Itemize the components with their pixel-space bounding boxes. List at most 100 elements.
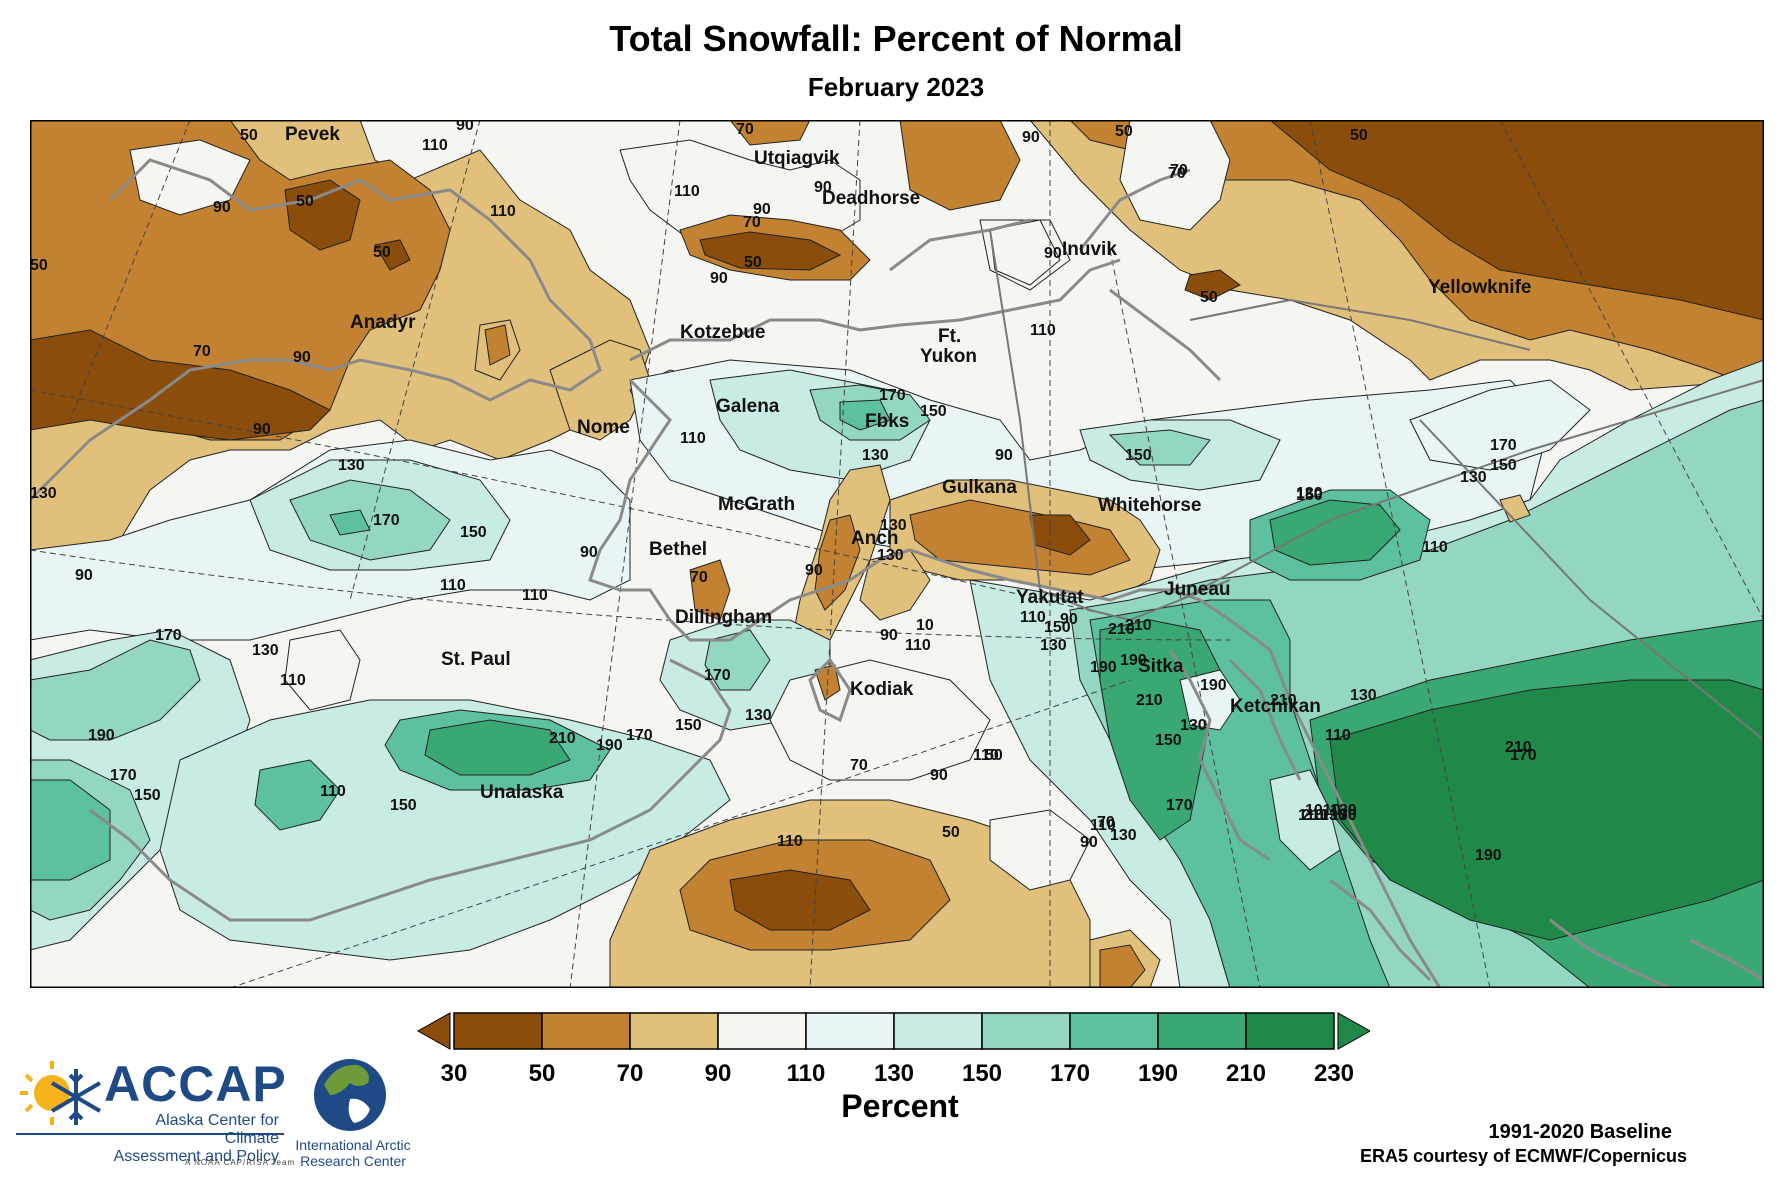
contour-label: 110 <box>1298 807 1324 824</box>
contour-label: 130 <box>862 447 889 464</box>
iarc-line-1: International Arctic <box>295 1137 411 1153</box>
city-anadyr: Anadyr <box>350 312 416 333</box>
region-aleutian-190b <box>254 759 341 831</box>
colorbar-tick-label: 230 <box>1314 1060 1354 1087</box>
contour-label: 90 <box>930 767 948 784</box>
city-whitehorse: Whitehorse <box>1098 495 1201 516</box>
city-ftyukon-1: Ft. <box>938 326 961 347</box>
city-nome: Nome <box>577 417 630 438</box>
region-se-210 <box>1099 619 1221 841</box>
city-deadhorse: Deadhorse <box>822 188 920 209</box>
city-kotzebue: Kotzebue <box>680 322 766 343</box>
city-kodiak: Kodiak <box>850 679 914 700</box>
contour-label: 150 <box>1044 619 1071 636</box>
region-sw-170 <box>30 639 201 741</box>
region-deadhorse-dark <box>699 231 842 271</box>
contour-label: 150 <box>1490 457 1517 474</box>
colorbar-title: Percent <box>841 1088 959 1124</box>
city-st-paul: St. Paul <box>441 649 511 670</box>
colorbar-swatch <box>981 1012 1071 1050</box>
region-bering-190 <box>329 509 371 536</box>
colorbar-tick-label: 170 <box>1050 1060 1090 1087</box>
contour-label: 150 <box>1296 487 1323 504</box>
contour-label: 90 <box>814 179 832 196</box>
contour-label: 150 <box>1155 732 1182 749</box>
city-anch: Anch <box>851 528 899 549</box>
colorbar-swatch <box>1157 1012 1247 1050</box>
iarc-text: International Arctic Research Center <box>288 1137 418 1169</box>
contour-label: 150 <box>1330 807 1357 824</box>
contour-label: 70 <box>690 569 708 586</box>
contour-label: 70 <box>850 757 868 774</box>
contour-label: 170 <box>1510 747 1537 764</box>
region-dillingham-170 <box>704 629 771 691</box>
contour-label: 150 <box>390 797 417 814</box>
contour-label: 130 <box>880 517 907 534</box>
contour-label: 150 <box>134 787 161 804</box>
contour-label: 90 <box>753 201 771 218</box>
contour-label: 170 <box>1490 437 1517 454</box>
city-yakutat: Yakutat <box>1016 587 1084 608</box>
borders <box>989 229 1764 741</box>
accap-logo <box>16 1061 284 1135</box>
region-nw-small-50 <box>484 324 511 366</box>
city-yellowknife: Yellowknife <box>1428 277 1531 298</box>
contour-label: 90 <box>75 567 93 584</box>
city-pevek: Pevek <box>285 124 340 145</box>
region-top-50b <box>729 120 811 146</box>
contour-label: 90 <box>580 544 598 561</box>
map-title: Total Snowfall: Percent of Normal <box>609 18 1183 59</box>
contour-label: 210 <box>1270 692 1297 709</box>
contour-label: 110 <box>777 833 803 850</box>
contour-label: 90 <box>1022 129 1040 146</box>
colorbar-tick-label: 50 <box>529 1060 556 1087</box>
iarc-line-2: Research Center <box>300 1153 406 1169</box>
snowflake-icon <box>50 1069 102 1125</box>
region-sitka-white <box>1179 669 1241 731</box>
accap-tag: A NOAA CAP/RISA Team <box>185 1158 296 1167</box>
contour-label: 170 <box>1330 807 1357 824</box>
city-gulkana: Gulkana <box>942 477 1017 498</box>
contour-label: 170 <box>110 767 137 784</box>
contour-label: 210 <box>1108 621 1135 638</box>
contour-label: 130 <box>1350 687 1377 704</box>
colorbar-boxes <box>416 1012 1370 1050</box>
contour-label: 110 <box>1422 539 1448 556</box>
accap-name: ACCAP <box>104 1056 287 1112</box>
baseline-note: 1991-2020 Baseline <box>1488 1121 1672 1143</box>
contour-label: 210 <box>1302 807 1329 824</box>
contour-label: 170 <box>155 627 182 644</box>
contour-label: 50 <box>30 257 48 274</box>
contour-label: 130 <box>1460 469 1487 486</box>
city-bethel: Bethel <box>649 539 707 560</box>
city-sitka: Sitka <box>1138 656 1184 677</box>
contour-label: 50 <box>240 127 258 144</box>
region-se-210b <box>1269 499 1401 566</box>
contour-label: 1010 <box>1305 802 1341 819</box>
contour-label: 50 <box>1115 123 1133 140</box>
colorbar-tick-label: 30 <box>441 1060 468 1087</box>
contour-label: 50 <box>942 824 960 841</box>
city-labels: Pevek Utqiagvik Deadhorse Inuvik Yellowk… <box>285 124 1531 803</box>
region-bethel-brown <box>689 559 731 621</box>
contour-label: 110 <box>422 137 448 154</box>
colorbar-swatch <box>1069 1012 1159 1050</box>
region-se-east-210 <box>1329 679 1764 941</box>
contour-label: 210 <box>1136 692 1163 709</box>
colorbar-swatch <box>453 1012 543 1050</box>
contour-label: 10 <box>916 617 934 634</box>
region-ne-dark2 <box>1184 269 1241 301</box>
iarc-globe-icon <box>314 1059 386 1131</box>
contour-label: 90 <box>805 562 823 579</box>
colorbar-tick-label: 110 <box>787 1060 826 1087</box>
contour-label: 110 <box>440 577 466 594</box>
region-anch-50 <box>814 514 861 611</box>
city-ftyukon-2: Yukon <box>920 346 977 367</box>
contour-label: 130 <box>30 485 57 502</box>
contour-label: 50 <box>296 193 314 210</box>
contour-label: 50 <box>1350 127 1368 144</box>
contour-label: 130 <box>1320 807 1347 824</box>
contour-label: 190 <box>1475 847 1502 864</box>
accap-line-2: Assessment and Policy <box>113 1148 279 1165</box>
graticule <box>30 120 1764 988</box>
